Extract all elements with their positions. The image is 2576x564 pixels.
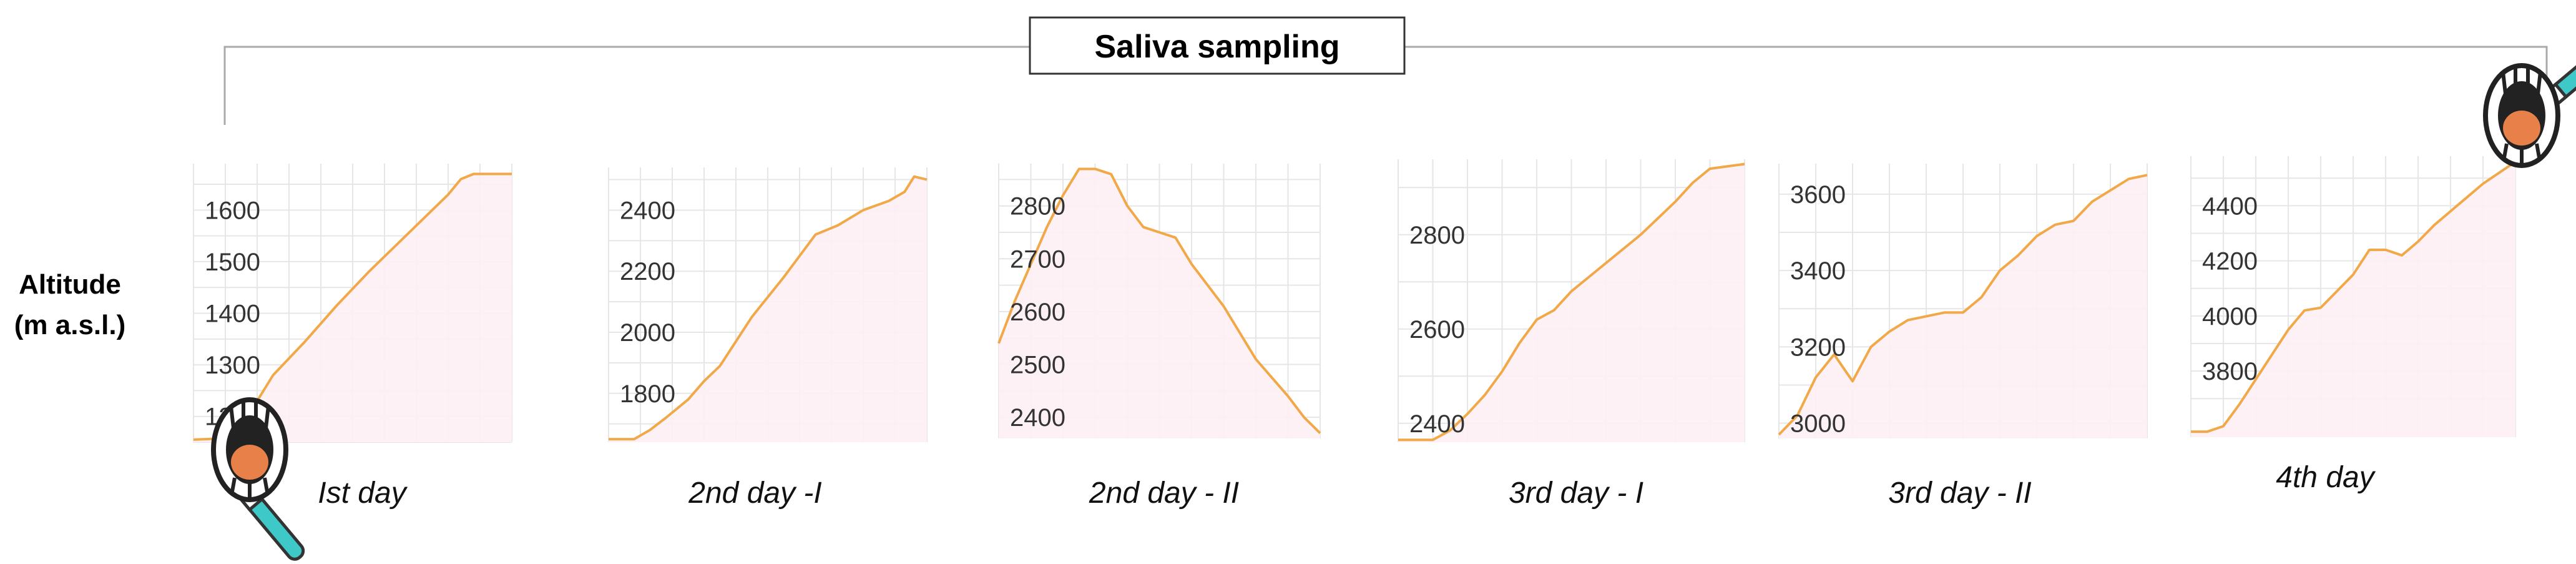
title-box: Saliva sampling (1029, 16, 1406, 75)
altitude-area (2191, 161, 2515, 437)
altitude-line (997, 167, 1321, 434)
altitude-line (2191, 161, 2517, 433)
y-tick-label: 1600 (205, 197, 260, 224)
panel-1: 12001300140015001600Ist day (193, 164, 512, 510)
mouth-swab-icon-start (211, 397, 305, 561)
y-tick-label: 2800 (1010, 193, 1065, 220)
y-axis-label-line2: (m a.s.l.) (14, 310, 126, 340)
y-tick-label: 2500 (1010, 352, 1065, 379)
y-tick-label: 2000 (620, 319, 675, 347)
y-tick-label: 2700 (1010, 245, 1065, 273)
altitude-line (1778, 174, 2148, 436)
altitude-line (609, 175, 928, 441)
y-tick-label: 1800 (620, 380, 675, 408)
day-label: 4th day (2276, 461, 2376, 494)
y-axis-label-line1: Altitude (19, 269, 121, 300)
altitude-area (609, 176, 927, 442)
y-tick-label: 3400 (1790, 257, 1846, 285)
altitude-panels: 12001300140015001600Ist day1800200022002… (193, 156, 2517, 510)
y-tick-label: 3600 (1790, 181, 1846, 209)
altitude-area (1398, 164, 1745, 442)
y-tick-label: 2400 (1010, 404, 1065, 432)
y-tick-label: 2800 (1409, 222, 1465, 249)
day-label: 3rd day - II (1888, 477, 2031, 510)
panel-4: 2400 2600 2800 3rd day - I (1398, 159, 1745, 510)
altitude-area (1779, 175, 2147, 438)
y-tick-label: 3000 (1790, 410, 1846, 438)
y-tick-label: 4200 (2202, 248, 2258, 275)
y-tick-label: 1500 (205, 249, 260, 276)
panel-5: 3000 3200 3400 3600 3rd day - II (1778, 164, 2148, 510)
day-label: 2nd day - II (1089, 477, 1239, 510)
day-label: 3rd day - I (1509, 477, 1643, 510)
panel-6: 3800 4000 4200 4400 4th day (2190, 156, 2517, 494)
y-tick-label: 1300 (205, 352, 260, 379)
y-tick-label: 1400 (205, 300, 260, 328)
altitude-line (1398, 162, 1745, 442)
y-tick-label: 2600 (1010, 299, 1065, 326)
y-tick-label: 4400 (2202, 192, 2258, 220)
panel-3: 2400 2500 2600 2700 2800 2nd day - II (997, 164, 1321, 510)
y-tick-label: 3800 (2202, 358, 2258, 385)
y-tick-label: 2400 (1409, 410, 1465, 438)
panel-2: 1800 2000 2200 2400 2nd day -I (608, 167, 928, 510)
day-label: 2nd day -I (688, 477, 821, 510)
mouth-swab-icon-end (2483, 41, 2576, 168)
figure-title: Saliva sampling (1094, 29, 1339, 65)
y-tick-label: 3200 (1790, 334, 1846, 361)
day-label: Ist day (318, 477, 408, 510)
y-tick-label: 2600 (1409, 316, 1465, 344)
altitude-area (999, 169, 1320, 438)
y-tick-label: 4000 (2202, 303, 2258, 330)
y-tick-label: 2400 (620, 197, 675, 224)
y-tick-label: 2200 (620, 258, 675, 285)
